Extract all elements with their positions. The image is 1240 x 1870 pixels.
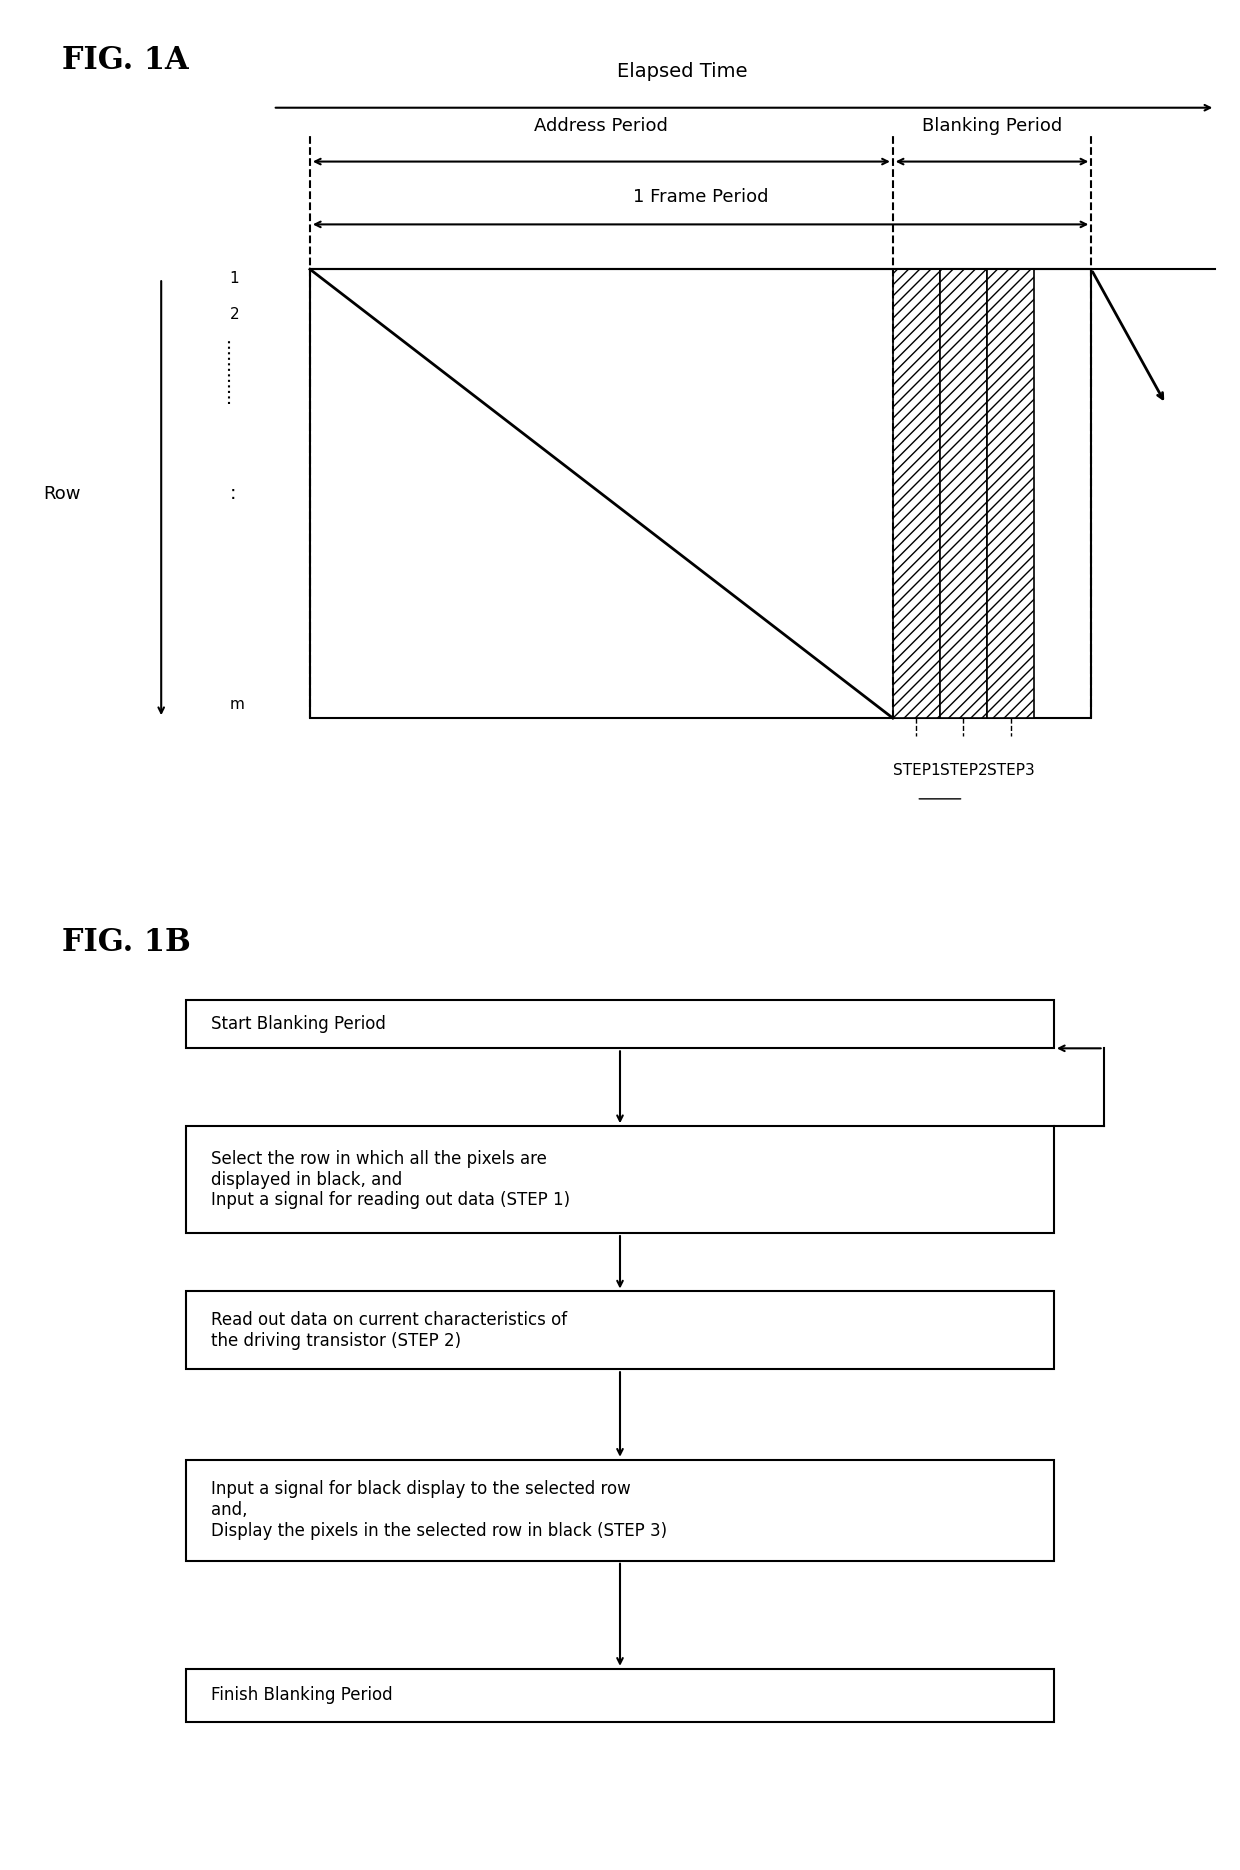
Text: STEP3: STEP3 [987,763,1034,778]
Text: Select the row in which all the pixels are
displayed in black, and
Input a signa: Select the row in which all the pixels a… [211,1150,570,1210]
Text: Input a signal for black display to the selected row
and,
Display the pixels in : Input a signal for black display to the … [211,1481,667,1541]
Text: Start Blanking Period: Start Blanking Period [211,1015,386,1032]
Text: Row: Row [43,484,81,503]
Text: FIG. 1A: FIG. 1A [62,45,188,77]
Text: STEP2: STEP2 [940,763,987,778]
Bar [186,1000,1054,1049]
Text: FIG. 1B: FIG. 1B [62,928,191,957]
Text: Blanking Period: Blanking Period [921,116,1063,135]
Text: 1: 1 [229,271,239,286]
Text: Read out data on current characteristics of
the driving transistor (STEP 2): Read out data on current characteristics… [211,1311,567,1350]
Text: Elapsed Time: Elapsed Time [616,62,748,80]
Text: :: : [229,484,236,503]
Bar [186,1126,1054,1232]
Bar [186,1460,1054,1561]
Bar [893,269,940,718]
Text: Address Period: Address Period [534,116,668,135]
Text: STEP1: STEP1 [893,763,940,778]
Bar [310,269,1091,718]
Text: m: m [229,698,244,712]
Bar [987,269,1034,718]
Text: 2: 2 [229,307,239,322]
Text: 1 Frame Period: 1 Frame Period [632,189,769,206]
Text: Finish Blanking Period: Finish Blanking Period [211,1687,392,1704]
Bar [186,1668,1054,1722]
Bar [186,1292,1054,1369]
Bar [940,269,987,718]
